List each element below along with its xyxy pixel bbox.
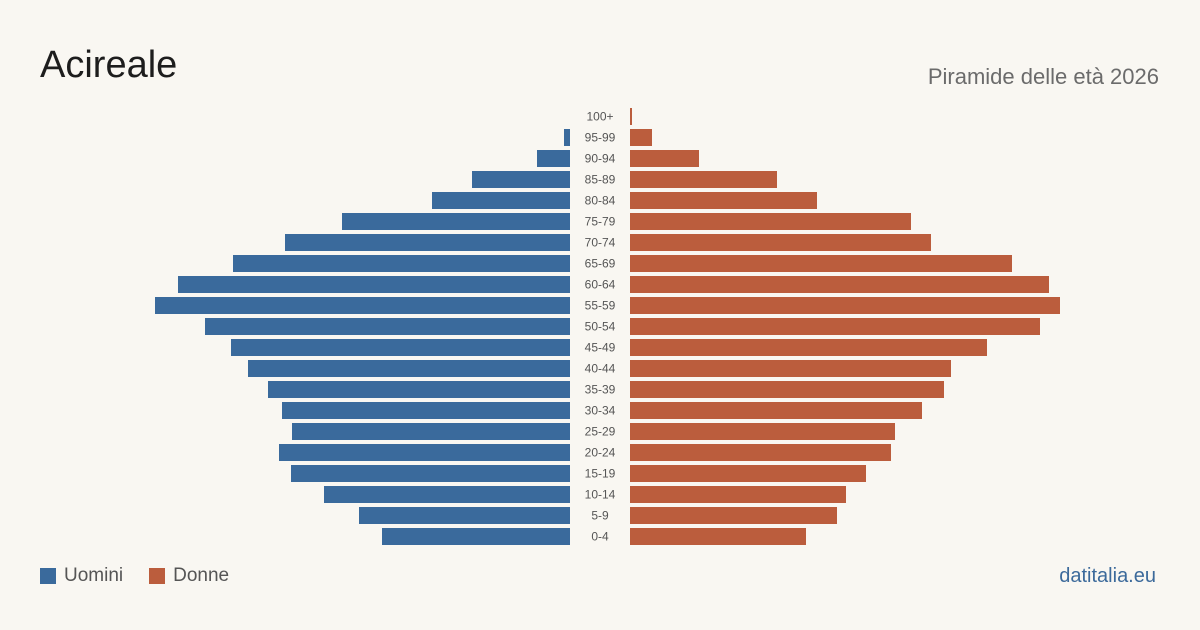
bar-men-45-49: [231, 339, 570, 356]
bar-men-80-84: [432, 192, 570, 209]
bar-men-85-89: [472, 171, 570, 188]
bar-women-80-84: [630, 192, 817, 209]
bar-women-85-89: [630, 171, 777, 188]
men-bars: [155, 129, 570, 545]
bar-women-20-24: [630, 444, 891, 461]
bar-women-55-59: [630, 297, 1060, 314]
bar-women-15-19: [630, 465, 866, 482]
bar-men-0-4: [382, 528, 570, 545]
age-label-60-64: 60-64: [585, 278, 616, 292]
legend-item-women: Donne: [149, 565, 229, 587]
bar-men-90-94: [537, 150, 570, 167]
age-label-15-19: 15-19: [585, 467, 616, 481]
age-labels: 100+ 95-99 90-94 85-89 80-84 75-79 70-74 65-69 6…: [585, 110, 616, 544]
legend-label-men: Uomini: [64, 565, 124, 586]
age-label-40-44: 40-44: [585, 362, 616, 376]
bar-men-75-79: [342, 213, 570, 230]
bar-men-70-74: [285, 234, 570, 251]
chart-subtitle: Piramide delle età 2026: [927, 64, 1159, 89]
bar-women-0-4: [630, 528, 806, 545]
bar-men-65-69: [233, 255, 570, 272]
age-label-5-9: 5-9: [591, 509, 609, 523]
bar-women-35-39: [630, 381, 944, 398]
bar-women-25-29: [630, 423, 895, 440]
chart-title: Acireale: [40, 44, 178, 86]
age-label-45-49: 45-49: [585, 341, 616, 355]
age-label-50-54: 50-54: [585, 320, 616, 334]
bar-men-40-44: [248, 360, 570, 377]
legend: Uomini Donne: [40, 565, 255, 587]
age-label-100plus: 100+: [586, 110, 613, 124]
age-label-10-14: 10-14: [585, 488, 616, 502]
bar-women-75-79: [630, 213, 911, 230]
legend-swatch-women: [149, 568, 166, 584]
age-label-80-84: 80-84: [585, 194, 616, 208]
bar-men-15-19: [291, 465, 570, 482]
bar-men-20-24: [279, 444, 570, 461]
bar-women-90-94: [630, 150, 699, 167]
bar-women-100plus: [630, 108, 632, 125]
age-label-0-4: 0-4: [591, 530, 609, 544]
bar-women-45-49: [630, 339, 987, 356]
bar-men-10-14: [324, 486, 570, 503]
age-label-55-59: 55-59: [585, 299, 616, 313]
age-label-65-69: 65-69: [585, 257, 616, 271]
legend-swatch-men: [40, 568, 56, 584]
bar-women-65-69: [630, 255, 1012, 272]
bar-men-55-59: [155, 297, 570, 314]
age-label-25-29: 25-29: [585, 425, 616, 439]
bar-men-35-39: [268, 381, 570, 398]
bar-women-70-74: [630, 234, 931, 251]
bar-men-95-99: [564, 129, 570, 146]
bar-men-25-29: [292, 423, 570, 440]
bar-women-5-9: [630, 507, 837, 524]
age-label-75-79: 75-79: [585, 215, 616, 229]
bar-women-95-99: [630, 129, 652, 146]
age-label-95-99: 95-99: [585, 131, 616, 145]
bar-men-50-54: [205, 318, 570, 335]
legend-item-men: Uomini: [40, 565, 123, 587]
age-label-90-94: 90-94: [585, 152, 616, 166]
age-label-70-74: 70-74: [585, 236, 616, 250]
site-link[interactable]: datitalia.eu: [1059, 565, 1156, 587]
bar-women-40-44: [630, 360, 951, 377]
bar-men-60-64: [178, 276, 570, 293]
bar-women-60-64: [630, 276, 1049, 293]
bar-men-30-34: [282, 402, 570, 419]
women-bars: [630, 108, 1060, 545]
bar-women-10-14: [630, 486, 846, 503]
bar-women-50-54: [630, 318, 1040, 335]
age-label-85-89: 85-89: [585, 173, 616, 187]
legend-label-women: Donne: [173, 565, 230, 586]
bar-women-30-34: [630, 402, 922, 419]
age-label-35-39: 35-39: [585, 383, 616, 397]
bar-men-5-9: [359, 507, 570, 524]
age-label-20-24: 20-24: [585, 446, 616, 460]
age-label-30-34: 30-34: [585, 404, 616, 418]
